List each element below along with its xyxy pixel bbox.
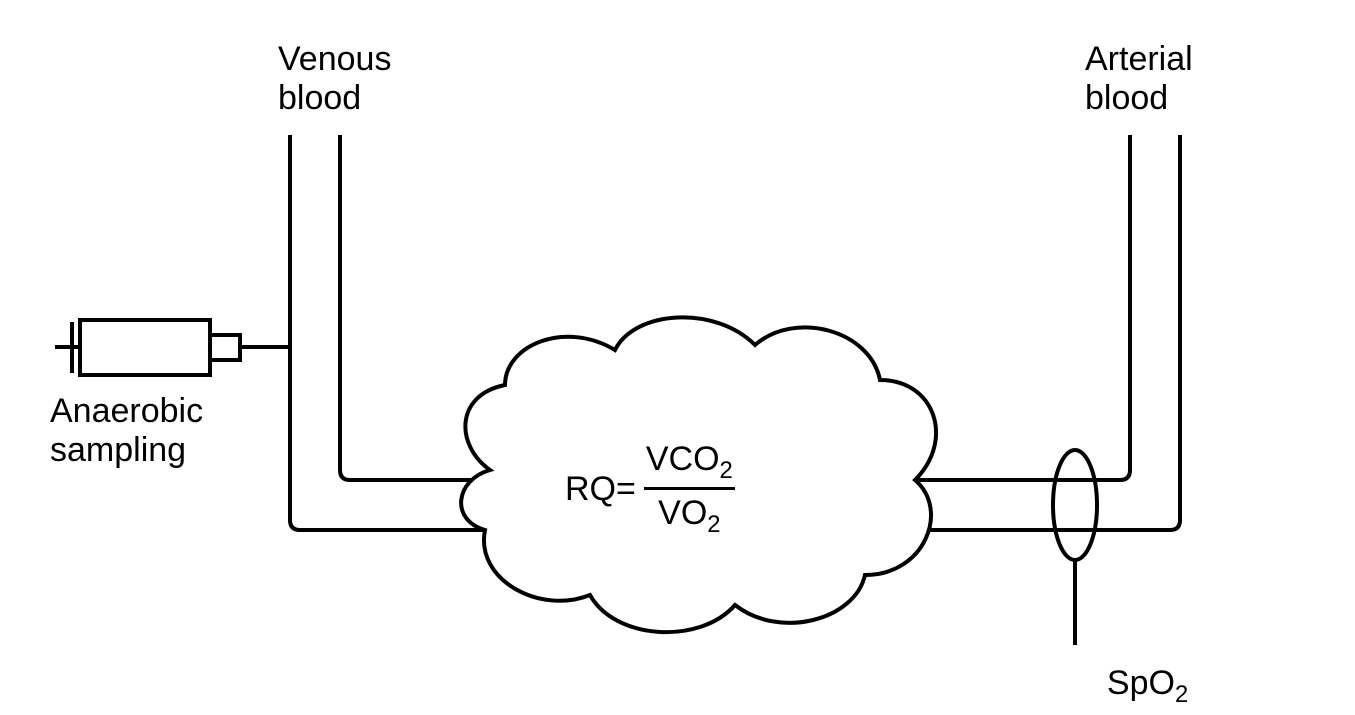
spo2-sub: 2 [1175, 681, 1188, 708]
syringe-nozzle [210, 335, 240, 360]
venous-blood-label: Venous blood [278, 40, 391, 118]
spo2-ellipse [1053, 450, 1097, 560]
spo2-label: SpO2 [1088, 625, 1188, 708]
syringe [55, 320, 290, 375]
rq-den-text: VO [658, 494, 707, 532]
rq-fraction: VCO2 VO2 [644, 440, 735, 539]
rq-num-sub: 2 [720, 457, 733, 484]
spo2-text: SpO [1107, 664, 1175, 702]
rq-num-text: VCO [646, 440, 720, 478]
syringe-body [80, 320, 210, 375]
rq-denominator: VO2 [644, 490, 735, 539]
anaerobic-sampling-label: Anaerobic sampling [50, 392, 203, 470]
rq-den-sub: 2 [707, 511, 720, 538]
rq-formula: RQ= VCO2 VO2 [565, 440, 735, 539]
rq-lhs: RQ= [565, 470, 636, 509]
rq-numerator: VCO2 [644, 440, 735, 490]
arterial-blood-label: Arterial blood [1085, 40, 1193, 118]
